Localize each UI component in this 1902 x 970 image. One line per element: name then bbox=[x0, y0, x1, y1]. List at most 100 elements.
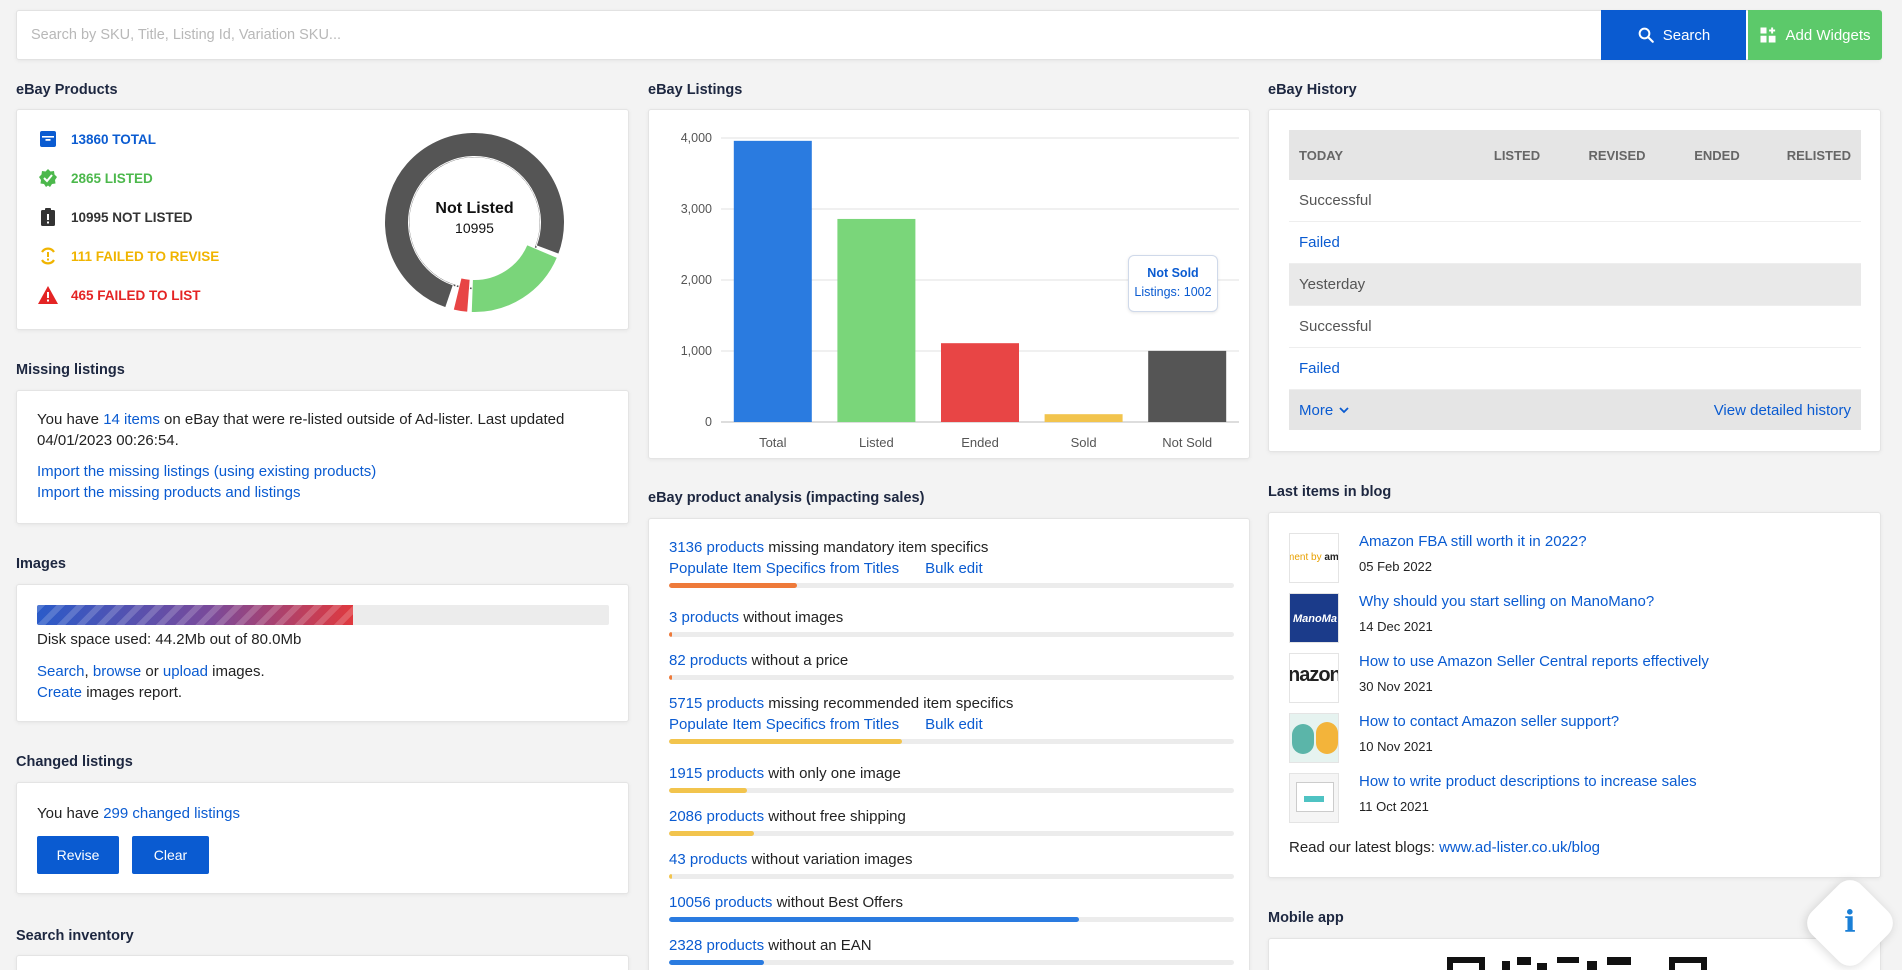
changed-listings-card: You have 299 changed listings Revise Cle… bbox=[16, 782, 629, 894]
more-dropdown[interactable]: More bbox=[1299, 402, 1349, 419]
blog-thumbnail-icon[interactable]: ment by am bbox=[1289, 533, 1339, 583]
history-row-successful: Successful bbox=[1289, 306, 1861, 348]
donut-segment-1[interactable] bbox=[452, 277, 471, 313]
blog-thumbnail-icon[interactable]: ManoMa bbox=[1289, 593, 1339, 643]
blog-item[interactable]: ManoMa Why should you start selling on M… bbox=[1289, 593, 1849, 643]
disk-usage-bar bbox=[37, 605, 609, 625]
search-input[interactable] bbox=[17, 11, 1601, 59]
blog-thumbnail-icon[interactable] bbox=[1289, 773, 1339, 823]
blog-footer: Read our latest blogs: www.ad-lister.co.… bbox=[1289, 837, 1600, 858]
analysis-products-link[interactable]: 10056 products bbox=[669, 894, 773, 911]
history-row-failed[interactable]: Failed bbox=[1289, 222, 1861, 264]
history-row-label: Successful bbox=[1299, 318, 1372, 335]
create-report-link[interactable]: Create bbox=[37, 684, 83, 701]
bar-sold[interactable] bbox=[1044, 414, 1123, 422]
products-stat-label: 111 FAILED TO REVISE bbox=[71, 248, 220, 264]
import-missing-listings-link[interactable]: Import the missing listings (using exist… bbox=[37, 463, 377, 480]
donut-segment-0[interactable] bbox=[470, 244, 559, 313]
mobile-app-card bbox=[1268, 938, 1881, 970]
analysis-products-link[interactable]: 3 products bbox=[669, 609, 740, 626]
analysis-action-link[interactable]: Populate Item Specifics from Titles bbox=[669, 560, 900, 577]
clipboard-alert-icon bbox=[37, 206, 59, 228]
blog-item-date: 05 Feb 2022 bbox=[1359, 559, 1433, 574]
search-images-link[interactable]: Search bbox=[37, 663, 85, 680]
donut-segment-3[interactable] bbox=[384, 132, 565, 309]
tooltip-title: Not Sold bbox=[1147, 266, 1199, 280]
blog-thumbnail-icon[interactable] bbox=[1289, 713, 1339, 763]
blog-item[interactable]: nazon How to use Amazon Seller Central r… bbox=[1289, 653, 1849, 703]
browse-images-link[interactable]: browse bbox=[92, 663, 142, 680]
products-donut-chart bbox=[384, 132, 565, 313]
analysis-products-link[interactable]: 5715 products bbox=[669, 695, 765, 712]
add-widgets-button[interactable]: Add Widgets bbox=[1748, 10, 1882, 60]
analysis-progress-fill bbox=[669, 831, 755, 836]
report-text: images report. bbox=[82, 684, 183, 701]
missing-items-link[interactable]: 14 items bbox=[103, 411, 160, 428]
analysis-row: 2328 products without an EAN bbox=[669, 935, 1234, 965]
blog-item[interactable]: How to contact Amazon seller support? 10… bbox=[1289, 713, 1849, 763]
missing-listings-card: You have 14 items on eBay that were re-l… bbox=[16, 390, 629, 524]
search-bar: Search Add Widgets bbox=[16, 10, 1882, 60]
search-inventory-card bbox=[16, 955, 629, 970]
search-button[interactable]: Search bbox=[1601, 10, 1746, 60]
bar-listed[interactable] bbox=[837, 218, 916, 422]
blog-item-title[interactable]: How to contact Amazon seller support? bbox=[1359, 713, 1620, 730]
analysis-products-link[interactable]: 3136 products bbox=[669, 539, 765, 556]
products-stat-1[interactable]: 2865 LISTED bbox=[37, 167, 153, 189]
disk-usage-fill bbox=[37, 605, 354, 625]
ebay-history-title: eBay History bbox=[1268, 82, 1357, 98]
analysis-products-link[interactable]: 43 products bbox=[669, 851, 748, 868]
products-stat-label: 13860 TOTAL bbox=[71, 131, 157, 147]
analysis-action-link[interactable]: Bulk edit bbox=[925, 560, 983, 577]
donut-center-label: Not Listed bbox=[435, 200, 514, 217]
ebay-listings-title: eBay Listings bbox=[648, 82, 743, 98]
analysis-products-link[interactable]: 1915 products bbox=[669, 765, 765, 782]
view-detailed-history-link[interactable]: View detailed history bbox=[1713, 401, 1851, 419]
analysis-row: 3136 products missing mandatory item spe… bbox=[669, 537, 1234, 588]
blog-footer-text: Read our latest blogs: bbox=[1289, 839, 1440, 856]
clear-button[interactable]: Clear bbox=[132, 836, 209, 874]
warning-icon bbox=[37, 284, 59, 306]
blog-item-title[interactable]: Amazon FBA still worth it in 2022? bbox=[1359, 533, 1587, 550]
analysis-products-link[interactable]: 2086 products bbox=[669, 808, 765, 825]
analysis-products-link[interactable]: 82 products bbox=[669, 652, 748, 669]
revise-button[interactable]: Revise bbox=[37, 836, 119, 874]
history-row-failed[interactable]: Failed bbox=[1289, 348, 1861, 390]
x-tick-label: Not Sold bbox=[1162, 435, 1212, 450]
x-tick-label: Total bbox=[759, 435, 787, 450]
blog-item[interactable]: ment by am Amazon FBA still worth it in … bbox=[1289, 533, 1849, 583]
products-stat-3[interactable]: 111 FAILED TO REVISE bbox=[37, 245, 219, 267]
listings-bar-chart: 0 1,000 2,000 3,000 4,000 Total Listed Ended Sol… bbox=[681, 131, 1239, 450]
search-inventory-title: Search inventory bbox=[16, 928, 134, 944]
analysis-action-link[interactable]: Bulk edit bbox=[925, 716, 983, 733]
blog-thumbnail-icon[interactable]: nazon bbox=[1289, 653, 1339, 703]
analysis-progress-fill bbox=[669, 739, 902, 744]
blog-item-title[interactable]: Why should you start selling on ManoMano… bbox=[1359, 593, 1655, 610]
analysis-row-text: without a price bbox=[747, 652, 849, 669]
blog-title: Last items in blog bbox=[1268, 484, 1392, 500]
products-stat-2[interactable]: 10995 NOT LISTED bbox=[37, 206, 193, 228]
analysis-progress-fill bbox=[669, 960, 764, 965]
bar-ended[interactable] bbox=[941, 343, 1019, 422]
upload-images-link[interactable]: upload bbox=[162, 663, 208, 680]
bar-not-sold[interactable] bbox=[1148, 350, 1227, 422]
import-missing-products-link[interactable]: Import the missing products and listings bbox=[37, 484, 301, 501]
y-tick-label: 1,000 bbox=[681, 344, 712, 358]
products-stat-4[interactable]: 465 FAILED TO LIST bbox=[37, 284, 201, 306]
y-tick-label: 2,000 bbox=[681, 273, 712, 287]
archive-icon bbox=[37, 128, 59, 150]
changed-listings-link[interactable]: 299 changed listings bbox=[103, 805, 240, 822]
blog-item-title[interactable]: How to write product descriptions to inc… bbox=[1359, 773, 1697, 790]
history-header-today: TODAY bbox=[1299, 147, 1344, 163]
bar-total[interactable] bbox=[733, 140, 812, 422]
blog-item-title[interactable]: How to use Amazon Seller Central reports… bbox=[1359, 653, 1709, 670]
donut-segment-2[interactable] bbox=[448, 276, 460, 310]
blog-footer-link[interactable]: www.ad-lister.co.uk/blog bbox=[1439, 839, 1600, 856]
info-icon: i bbox=[1844, 905, 1856, 940]
search-button-label: Search bbox=[1662, 26, 1711, 44]
x-tick-label: Sold bbox=[1071, 435, 1097, 450]
products-stat-0[interactable]: 13860 TOTAL bbox=[37, 128, 156, 150]
blog-item[interactable]: How to write product descriptions to inc… bbox=[1289, 773, 1849, 823]
analysis-action-link[interactable]: Populate Item Specifics from Titles bbox=[669, 716, 900, 733]
analysis-products-link[interactable]: 2328 products bbox=[669, 937, 765, 954]
